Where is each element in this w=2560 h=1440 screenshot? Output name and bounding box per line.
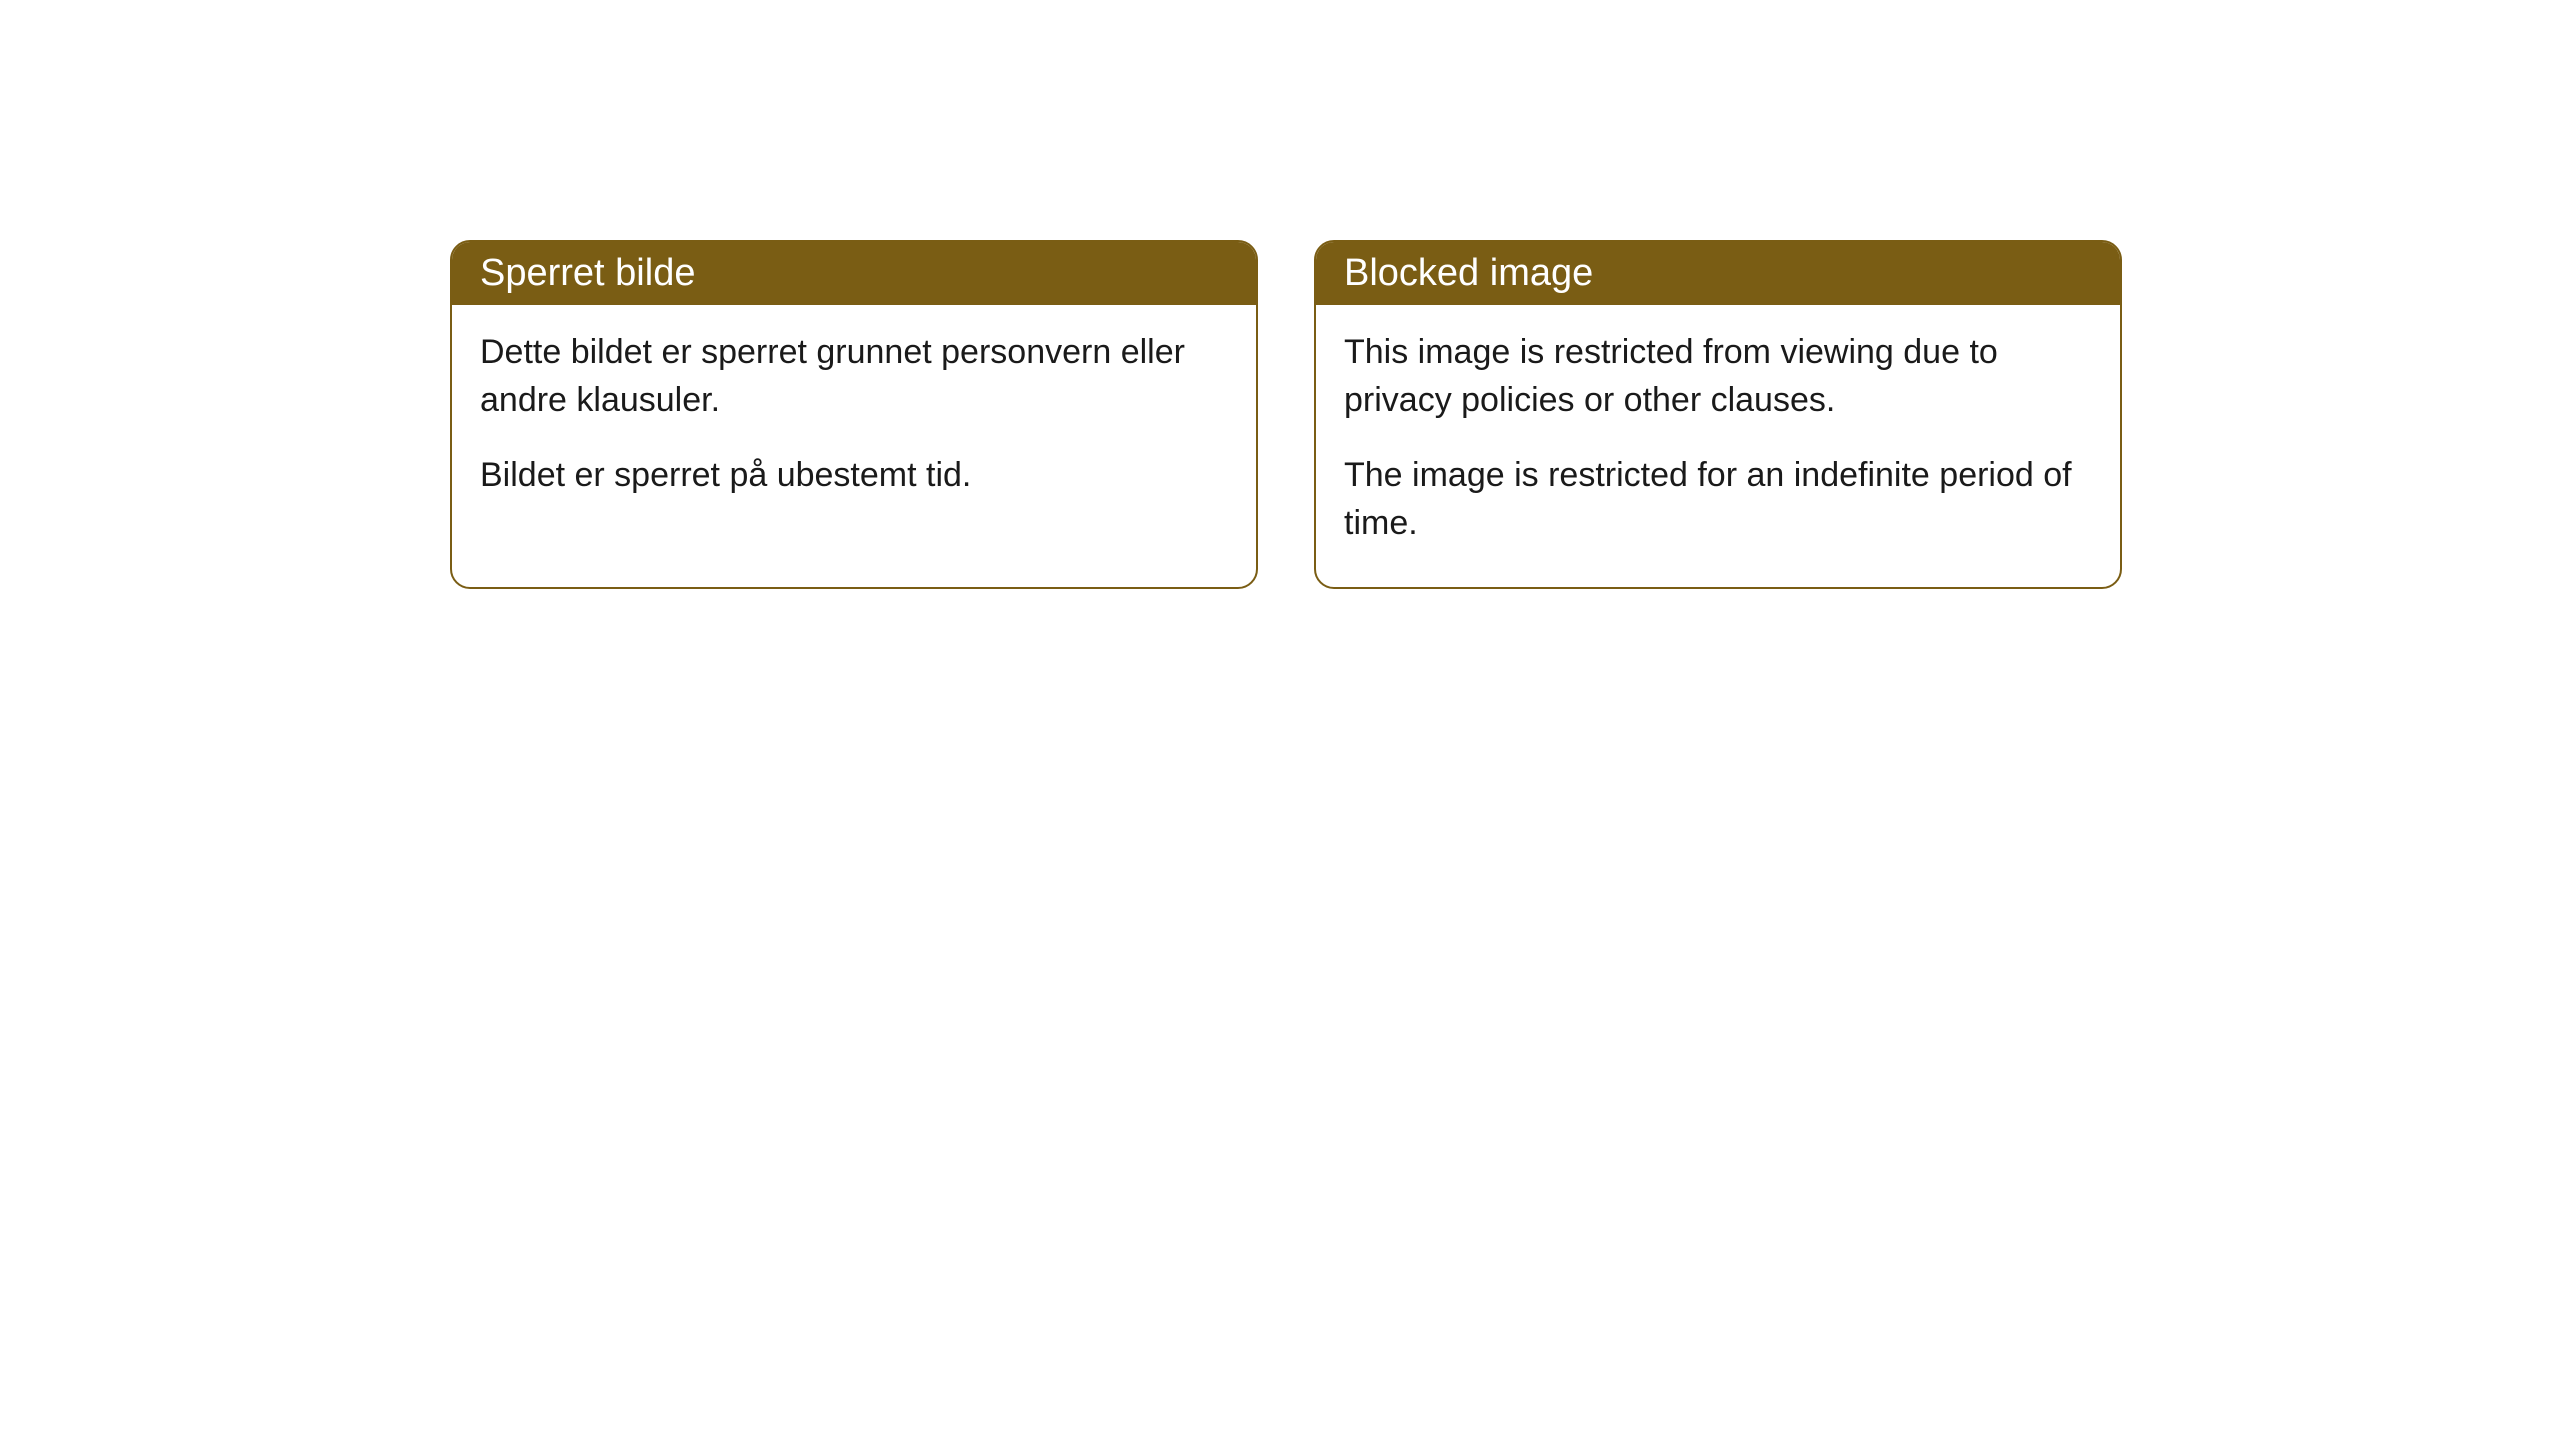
card-paragraph: Dette bildet er sperret grunnet personve… <box>480 329 1228 424</box>
card-body: This image is restricted from viewing du… <box>1316 305 2120 587</box>
card-title: Sperret bilde <box>480 252 695 294</box>
notice-cards-container: Sperret bilde Dette bildet er sperret gr… <box>0 0 2560 589</box>
notice-card-norwegian: Sperret bilde Dette bildet er sperret gr… <box>450 240 1258 589</box>
card-header: Blocked image <box>1316 242 2120 305</box>
notice-card-english: Blocked image This image is restricted f… <box>1314 240 2122 589</box>
card-paragraph: This image is restricted from viewing du… <box>1344 329 2092 424</box>
card-paragraph: Bildet er sperret på ubestemt tid. <box>480 452 1228 500</box>
card-title: Blocked image <box>1344 252 1593 294</box>
card-body: Dette bildet er sperret grunnet personve… <box>452 305 1256 540</box>
card-header: Sperret bilde <box>452 242 1256 305</box>
card-paragraph: The image is restricted for an indefinit… <box>1344 452 2092 547</box>
